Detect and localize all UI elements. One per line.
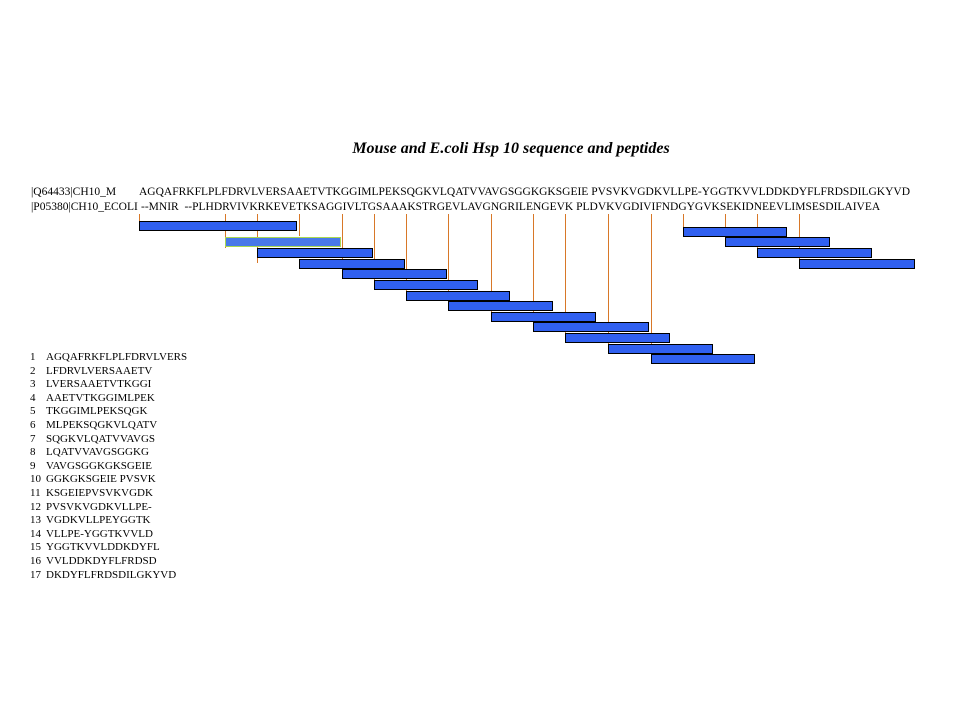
peptide-bar-4 <box>299 259 405 269</box>
peptide-sequence: VVLDDKDYFLFRDSD <box>46 554 157 567</box>
peptide-number: 1 <box>30 351 36 363</box>
peptide-list-item: 14 VLLPE-YGGTKVVLD <box>30 528 187 542</box>
peptide-list-item: 4 AAETVTKGGIMLPEK <box>30 392 187 406</box>
peptide-number: 5 <box>30 405 36 418</box>
guide-line <box>448 214 449 301</box>
peptide-number: 3 <box>30 378 36 391</box>
peptide-list-item: 7 SQGKVLQATVVAVGS <box>30 433 187 447</box>
peptide-bar-6 <box>374 280 478 290</box>
peptide-list-item: 5 TKGGIMLPEKSQGK <box>30 405 187 419</box>
peptide-number: 10 <box>30 473 41 486</box>
peptide-list-item: 12 PVSVKVGDKVLLPE- <box>30 501 187 515</box>
peptide-list-item: 8 LQATVVAVGSGGKG <box>30 446 187 460</box>
guide-line <box>491 214 492 312</box>
peptide-list-item: 11 KSGEIEPVSVKVGDK <box>30 487 187 501</box>
peptide-sequence: AAETVTKGGIMLPEK <box>46 391 155 404</box>
peptide-number: 9 <box>30 459 36 472</box>
peptide-sequence: VGDKVLLPEYGGTK <box>46 514 151 527</box>
peptide-bar-10 <box>533 322 649 332</box>
sequence-row-mouse: |Q64433|CH10_M AGQAFRKFLPLFDRVLVERSAAETV… <box>31 186 910 199</box>
peptide-list-item: 17 DKDYFLFRDSDILGKYVD <box>30 569 187 583</box>
peptide-sequence: LQATVVAVGSGGKG <box>46 446 149 459</box>
peptide-number: 11 <box>30 486 41 499</box>
peptide-number: 8 <box>30 446 36 459</box>
peptide-bar-12 <box>608 344 713 354</box>
peptide-list: 1 AGQAFRKFLPLFDRVLVERS 2 LFDRVLVERSAAETV 3 LV… <box>30 351 187 582</box>
guide-line <box>799 214 800 259</box>
peptide-number: 17 <box>30 568 41 581</box>
guide-line <box>533 214 534 322</box>
guide-line <box>683 214 684 227</box>
diagram-title: Mouse and E.coli Hsp 10 sequence and pep… <box>352 140 670 157</box>
peptide-list-item: 13 VGDKVLLPEYGGTK <box>30 514 187 528</box>
peptide-bar-11 <box>565 333 670 343</box>
guide-line <box>225 214 226 248</box>
peptide-list-item: 1 AGQAFRKFLPLFDRVLVERS <box>30 351 187 365</box>
guide-line <box>406 214 407 291</box>
guide-line <box>342 214 343 269</box>
peptide-bar-15 <box>725 237 830 247</box>
peptide-sequence: MLPEKSQGKVLQATV <box>46 418 158 431</box>
peptide-sequence: AGQAFRKFLPLFDRVLVERS <box>46 351 188 363</box>
guide-line <box>608 214 609 344</box>
peptide-sequence: SQGKVLQATVVAVGS <box>46 432 156 445</box>
peptide-bar-1 <box>139 221 297 231</box>
sequence-label-ecoli: |P05380|CH10_ECOLI <box>31 201 138 213</box>
peptide-bar-8 <box>448 301 553 311</box>
peptide-sequence: DKDYFLFRDSDILGKYVD <box>46 568 177 581</box>
peptide-sequence: VLLPE-YGGTKVVLD <box>46 527 153 540</box>
guide-line <box>565 214 566 333</box>
peptide-number: 12 <box>30 500 41 513</box>
peptide-number: 7 <box>30 432 36 445</box>
guide-line <box>139 214 140 221</box>
peptide-list-item: 6 MLPEKSQGKVLQATV <box>30 419 187 433</box>
sequence-text-ecoli: --MNIR --PLHDRVIVKRKEVETKSAGGIVLTGSAAAKS… <box>141 201 881 213</box>
peptide-sequence: TKGGIMLPEKSQGK <box>46 405 148 418</box>
peptide-list-item: 9 VAVGSGGKGKSGEIE <box>30 460 187 474</box>
peptide-bar-2 <box>225 237 341 247</box>
peptide-sequence: LFDRVLVERSAAETV <box>46 364 153 377</box>
peptide-list-item: 16 VVLDDKDYFLFRDSD <box>30 555 187 569</box>
peptide-bar-9 <box>491 312 596 322</box>
peptide-sequence: YGGTKVVLDDKDYFL <box>46 541 160 554</box>
peptide-bar-17 <box>799 259 915 269</box>
peptide-number: 4 <box>30 391 36 404</box>
peptide-sequence: VAVGSGGKGKSGEIE <box>46 459 152 472</box>
guide-line <box>651 214 652 354</box>
guide-line <box>725 214 726 237</box>
peptide-list-item: 3 LVERSAAETVTKGGI <box>30 378 187 392</box>
peptide-number: 2 <box>30 364 36 377</box>
peptide-sequence: KSGEIEPVSVKVGDK <box>46 486 153 499</box>
peptide-sequence: PVSVKVGDKVLLPE- <box>46 500 152 513</box>
guide-line <box>374 214 375 280</box>
guide-line <box>299 214 300 236</box>
peptide-sequence: LVERSAAETVTKGGI <box>46 378 152 391</box>
sequence-row-ecoli: |P05380|CH10_ECOLI --MNIR --PLHDRVIVKRKE… <box>31 201 880 214</box>
peptide-bar-13 <box>651 354 755 364</box>
peptide-number: 14 <box>30 527 41 540</box>
peptide-number: 6 <box>30 418 36 431</box>
peptide-number: 15 <box>30 541 41 554</box>
peptide-bar-16 <box>757 248 872 258</box>
peptide-list-item: 10 GGKGKSGEIE PVSVK <box>30 473 187 487</box>
peptide-sequence: GGKGKSGEIE PVSVK <box>46 473 156 486</box>
peptide-list-item: 15 YGGTKVVLDDKDYFL <box>30 541 187 555</box>
peptide-bar-3 <box>257 248 373 258</box>
peptide-bar-14 <box>683 227 787 237</box>
peptide-bar-7 <box>406 291 510 301</box>
peptide-bar-5 <box>342 269 447 279</box>
peptide-number: 16 <box>30 554 41 567</box>
peptide-number: 13 <box>30 514 41 527</box>
sequence-label-mouse: |Q64433|CH10_M <box>31 186 117 198</box>
peptide-list-item: 2 LFDRVLVERSAAETV <box>30 365 187 379</box>
sequence-text-mouse: AGQAFRKFLPLFDRVLVERSAAETVTKGGIMLPEKSQGKV… <box>139 186 910 198</box>
